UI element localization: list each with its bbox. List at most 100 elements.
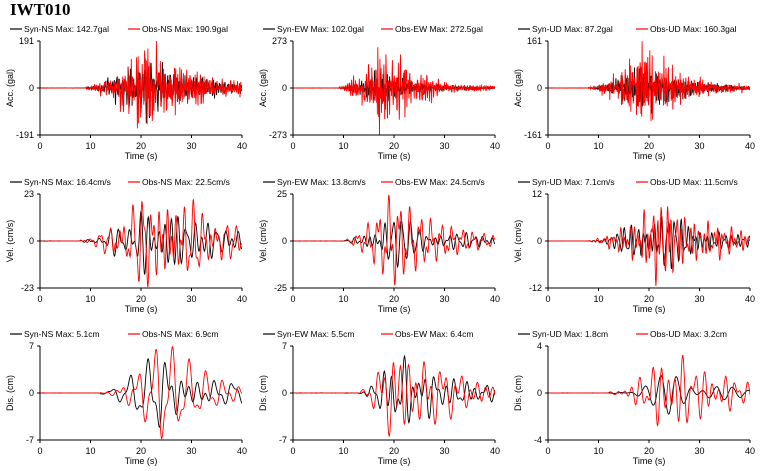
x-tick-label: 30 [439,141,449,151]
y-tick-label: -161 [524,130,542,140]
y-tick-label: 161 [527,36,542,46]
y-axis-label: Acc. (gal) [513,69,523,107]
x-axis-label: Time (s) [633,456,666,466]
y-tick-label: 0 [537,388,542,398]
x-tick-label: 20 [136,294,146,304]
y-tick-label: 25 [277,189,287,199]
syn-legend-label: Syn-UD Max: 7.1cm/s [532,177,615,187]
syn-legend-label: Syn-NS Max: 16.4cm/s [24,177,111,187]
y-tick-label: -191 [16,130,34,140]
syn-legend-label: Syn-EW Max: 102.0gal [277,24,364,34]
obs-legend-label: Obs-UD Max: 3.2cm [650,329,727,339]
obs-trace [548,41,750,122]
y-tick-label: 7 [282,341,287,351]
x-tick-label: 10 [593,141,603,151]
x-tick-label: 0 [290,141,295,151]
obs-trace [548,206,750,287]
y-tick-label: -7 [279,435,287,445]
y-axis-label: Dis. (cm) [5,375,15,411]
x-axis-label: Time (s) [378,151,411,161]
x-tick-label: 0 [37,294,42,304]
x-tick-label: 20 [389,294,399,304]
x-tick-label: 0 [290,446,295,456]
y-axis-label: Vel. (cm/s) [513,220,523,263]
x-tick-label: 0 [37,446,42,456]
y-tick-label: 0 [537,83,542,93]
syn-trace [548,216,750,269]
syn-legend-label: Syn-EW Max: 5.5cm [277,329,354,339]
x-axis-label: Time (s) [378,304,411,314]
x-axis-label: Time (s) [378,456,411,466]
obs-trace [40,198,242,288]
y-tick-label: 0 [29,83,34,93]
y-tick-label: 12 [532,189,542,199]
obs-legend-label: Obs-NS Max: 6.9cm [142,329,219,339]
obs-legend-label: Obs-NS Max: 22.5cm/s [142,177,230,187]
y-axis-label: Acc. (gal) [5,69,15,107]
syn-legend-label: Syn-NS Max: 5.1cm [24,329,100,339]
x-tick-label: 20 [136,446,146,456]
y-tick-label: 273 [272,36,287,46]
y-tick-label: -23 [21,283,34,293]
x-tick-label: 20 [389,446,399,456]
x-tick-label: 30 [694,141,704,151]
obs-legend-label: Obs-UD Max: 160.3gal [650,24,737,34]
obs-legend-label: Obs-EW Max: 272.5gal [395,24,483,34]
obs-legend-label: Obs-NS Max: 190.9gal [142,24,228,34]
obs-trace [293,194,495,286]
x-tick-label: 30 [694,294,704,304]
x-tick-label: 30 [694,446,704,456]
x-tick-label: 0 [545,141,550,151]
station-title: IWT010 [10,0,71,19]
y-axis-label: Dis. (cm) [258,375,268,411]
y-axis-label: Vel. (cm/s) [5,220,15,263]
x-tick-label: 10 [593,294,603,304]
syn-legend-label: Syn-NS Max: 142.7gal [24,24,109,34]
x-tick-label: 40 [745,294,755,304]
syn-legend-label: Syn-EW Max: 13.8cm/s [277,177,366,187]
y-tick-label: 7 [29,341,34,351]
x-axis-label: Time (s) [125,151,158,161]
y-tick-label: -7 [26,435,34,445]
obs-legend-label: Obs-UD Max: 11.5cm/s [650,177,738,187]
obs-legend-label: Obs-EW Max: 24.5cm/s [395,177,485,187]
y-tick-label: -12 [529,283,542,293]
x-tick-label: 40 [745,141,755,151]
y-tick-label: 191 [19,36,34,46]
x-tick-label: 40 [490,446,500,456]
x-tick-label: 40 [237,294,247,304]
x-tick-label: 20 [644,446,654,456]
y-tick-label: -4 [534,435,542,445]
x-tick-label: 0 [37,141,42,151]
x-tick-label: 10 [338,141,348,151]
y-tick-label: 4 [537,341,542,351]
y-tick-label: 0 [282,83,287,93]
obs-trace [40,41,242,129]
x-tick-label: 20 [389,141,399,151]
x-tick-label: 30 [439,446,449,456]
y-tick-label: -273 [269,130,287,140]
x-tick-label: 10 [85,446,95,456]
x-tick-label: 20 [644,294,654,304]
x-tick-label: 30 [439,294,449,304]
y-tick-label: 0 [537,236,542,246]
y-tick-label: -25 [274,283,287,293]
x-axis-label: Time (s) [633,304,666,314]
x-tick-label: 20 [644,141,654,151]
x-tick-label: 40 [237,446,247,456]
y-tick-label: 0 [29,388,34,398]
x-tick-label: 30 [186,141,196,151]
syn-legend-label: Syn-UD Max: 87.2gal [532,24,613,34]
x-tick-label: 40 [745,446,755,456]
y-tick-label: 23 [24,189,34,199]
syn-legend-label: Syn-UD Max: 1.8cm [532,329,608,339]
